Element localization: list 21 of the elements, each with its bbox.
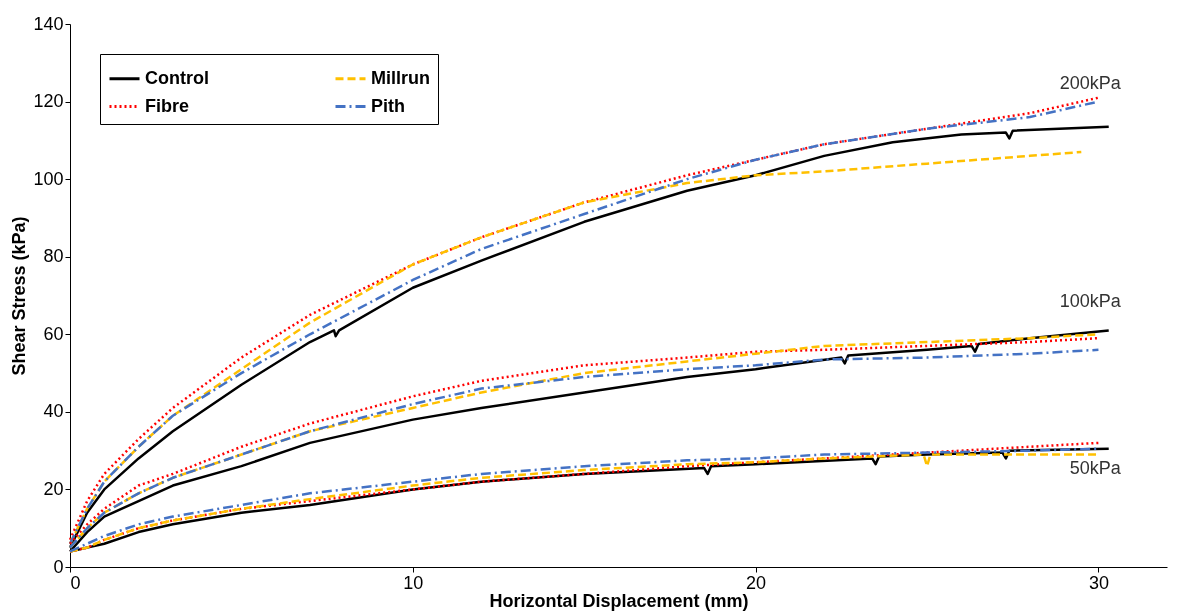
- y-tick-label: 120: [33, 91, 64, 112]
- annotation: 100kPa: [1059, 291, 1122, 312]
- legend-label: Millrun: [371, 67, 430, 88]
- y-tick-label: 80: [43, 246, 64, 267]
- x-tick-label: 30: [1088, 572, 1109, 593]
- legend-label: Control: [145, 67, 209, 88]
- x-tick-label: 0: [70, 572, 81, 593]
- legend-label: Fibre: [145, 95, 190, 116]
- legend-label: Pith: [371, 95, 405, 116]
- y-tick-label: 60: [43, 323, 64, 344]
- x-axis-title: Horizontal Displacement (mm): [489, 590, 749, 611]
- y-tick-label: 20: [43, 478, 64, 499]
- y-tick-label: 0: [53, 556, 64, 577]
- x-tick-label: 20: [746, 572, 767, 593]
- y-tick-label: 40: [43, 401, 64, 422]
- annotation: 200kPa: [1059, 72, 1122, 93]
- y-tick-label: 100: [33, 168, 64, 189]
- y-axis-title: Shear Stress (kPa): [9, 216, 30, 376]
- x-tick-label: 10: [403, 572, 424, 593]
- annotation: 50kPa: [1069, 457, 1122, 478]
- y-tick-label: 140: [33, 13, 64, 34]
